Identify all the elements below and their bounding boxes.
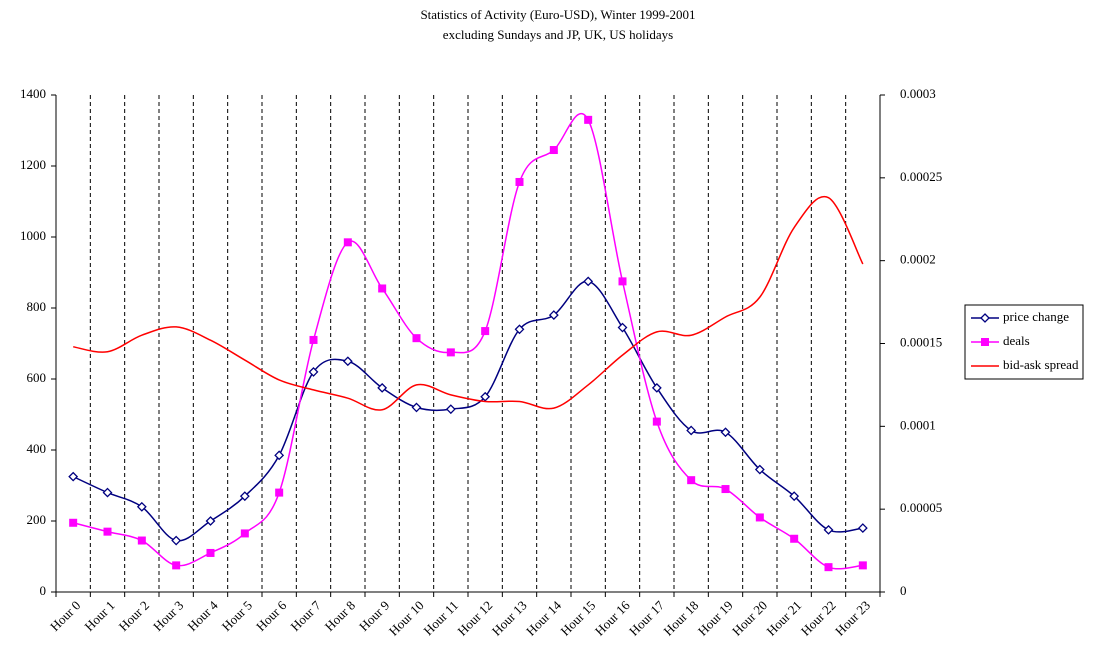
y-tick-label: 0: [40, 583, 47, 598]
legend-label: bid-ask spread: [1003, 357, 1079, 372]
marker: [103, 527, 112, 536]
legend-marker: [981, 338, 989, 346]
x-tick-label: Hour 6: [253, 597, 290, 634]
marker: [618, 277, 627, 286]
marker: [206, 548, 215, 557]
y2-tick-label: 0.0002: [900, 252, 936, 267]
marker: [823, 524, 834, 535]
y-tick-label: 600: [27, 370, 47, 385]
y2-tick-label: 0: [900, 583, 907, 598]
marker: [549, 146, 558, 155]
marker: [412, 334, 421, 343]
marker: [205, 516, 216, 526]
marker: [755, 513, 764, 522]
y2-tick-label: 0.0003: [900, 86, 936, 101]
marker: [309, 335, 318, 344]
marker: [721, 485, 730, 494]
marker: [445, 404, 456, 415]
marker: [548, 310, 559, 321]
marker: [136, 501, 147, 512]
marker: [172, 561, 181, 570]
marker: [69, 518, 78, 527]
y2-tick-label: 0.00025: [900, 169, 942, 184]
marker: [308, 366, 319, 377]
marker: [240, 529, 249, 538]
y-tick-label: 200: [27, 512, 47, 527]
x-tick-label: Hour 19: [695, 598, 736, 639]
x-tick-label: Hour 16: [592, 597, 633, 638]
chart-title: Statistics of Activity (Euro-USD), Winte…: [420, 7, 695, 22]
marker: [378, 284, 387, 293]
chart-subtitle: excluding Sundays and JP, UK, US holiday…: [443, 27, 673, 42]
x-tick-label: Hour 13: [489, 598, 530, 639]
marker: [720, 427, 731, 438]
marker: [857, 523, 868, 534]
x-tick-label: Hour 1: [81, 598, 117, 634]
marker: [790, 534, 799, 543]
x-tick-label: Hour 2: [116, 598, 152, 634]
legend-marker: [980, 313, 990, 323]
x-tick-label: Hour 0: [47, 598, 83, 634]
marker: [824, 563, 833, 572]
marker: [411, 402, 422, 413]
marker: [274, 450, 285, 461]
marker: [858, 561, 867, 570]
x-tick-label: Hour 7: [287, 597, 324, 634]
series-line: [73, 195, 864, 411]
x-tick-label: Hour 5: [219, 598, 255, 634]
x-tick-label: Hour 10: [386, 598, 427, 639]
marker: [584, 115, 593, 124]
marker: [515, 177, 524, 186]
marker: [687, 476, 696, 485]
y-tick-label: 1200: [20, 157, 46, 172]
x-tick-label: Hour 8: [322, 598, 358, 634]
x-tick-label: Hour 20: [729, 598, 770, 639]
x-tick-label: Hour 21: [763, 598, 804, 639]
marker: [651, 382, 662, 393]
x-tick-label: Hour 12: [454, 598, 495, 639]
y2-tick-label: 0.00015: [900, 334, 942, 349]
y2-tick-label: 0.00005: [900, 500, 942, 515]
marker: [342, 356, 353, 367]
x-tick-label: Hour 3: [150, 598, 186, 634]
legend-label: deals: [1003, 333, 1030, 348]
marker: [446, 348, 455, 357]
x-tick-label: Hour 17: [626, 597, 667, 638]
marker: [68, 471, 79, 482]
y-tick-label: 400: [27, 441, 47, 456]
marker: [583, 276, 594, 287]
marker: [377, 382, 388, 393]
marker: [514, 324, 525, 335]
marker: [686, 425, 697, 436]
x-tick-label: Hour 15: [557, 598, 598, 639]
y-tick-label: 800: [27, 299, 47, 314]
x-tick-label: Hour 22: [798, 598, 839, 639]
x-tick-label: Hour 14: [523, 597, 564, 638]
marker: [617, 322, 628, 333]
marker: [343, 238, 352, 247]
x-tick-label: Hour 23: [832, 598, 873, 639]
x-tick-label: Hour 18: [660, 598, 701, 639]
y2-tick-label: 0.0001: [900, 417, 936, 432]
y-tick-label: 1000: [20, 228, 46, 243]
marker: [789, 491, 800, 502]
y-tick-label: 1400: [20, 86, 46, 101]
marker: [102, 487, 113, 498]
legend-label: price change: [1003, 309, 1069, 324]
marker: [754, 464, 765, 475]
marker: [275, 488, 284, 497]
x-tick-label: Hour 11: [420, 598, 461, 639]
marker: [239, 491, 250, 502]
marker: [652, 417, 661, 426]
marker: [137, 536, 146, 545]
x-tick-label: Hour 4: [184, 597, 221, 634]
marker: [481, 327, 490, 336]
marker: [171, 535, 182, 546]
